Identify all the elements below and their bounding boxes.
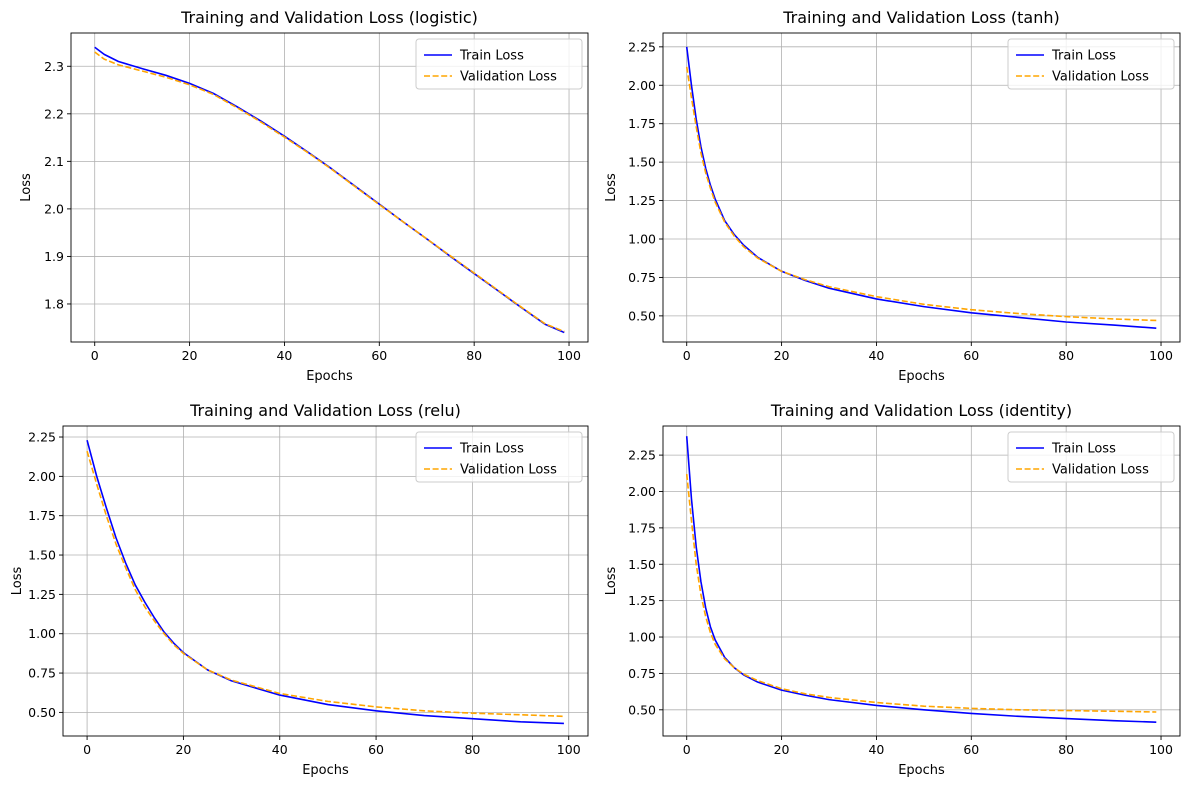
subplot-1: 0 20 40 60 80 100 1.8 1.9 2.0 2.1 2.2 2.3 Training a…: [19, 8, 589, 384]
x-axis-label: Epochs: [306, 369, 353, 384]
y-tick-label: 1.00: [28, 626, 56, 641]
subplot-2: 0 20 40 60 80 100 0.50 0.75 1.00 1.25 1.50 1.75 2.00…: [604, 8, 1181, 384]
legend-train-label: Train Loss: [459, 49, 524, 64]
x-tick-label: 0: [683, 742, 691, 757]
legend: Train Loss Validation Loss: [1007, 38, 1175, 90]
legend-validation-label: Validation Loss: [1052, 463, 1149, 478]
y-tick-label: 1.50: [628, 155, 656, 170]
axes-frame: [70, 32, 589, 343]
x-tick-label: 20: [774, 742, 790, 757]
legend-box: [415, 38, 583, 90]
axes-frame: [62, 425, 589, 737]
y-tick-label: 0.50: [628, 702, 656, 717]
chart-title: Training and Validation Loss (identity): [770, 401, 1072, 420]
y-axis-label: Loss: [604, 173, 619, 202]
validation-loss-line: [94, 51, 565, 333]
train-loss-line: [86, 439, 564, 725]
x-axis-label: Epochs: [898, 763, 945, 778]
y-tick-label: 1.25: [628, 193, 656, 208]
x-tick-label: 40: [868, 742, 884, 757]
y-axis-label: Loss: [604, 567, 619, 596]
x-tick-label: 80: [1058, 742, 1074, 757]
chart-title: Training and Validation Loss (logistic): [180, 8, 478, 27]
subplot-3: 0 20 40 60 80 100 0.50 0.75 1.00 1.25 1.50 1.75 2.00…: [10, 401, 589, 778]
x-tick-label: 0: [91, 348, 99, 363]
x-tick-label: 80: [1058, 348, 1074, 363]
legend-train-label: Train Loss: [1051, 442, 1116, 457]
y-tick-label: 2.2: [44, 106, 64, 121]
chart-title: Training and Validation Loss (tanh): [782, 8, 1060, 27]
legend-validation-label: Validation Loss: [460, 70, 557, 85]
y-tick-label: 2.0: [44, 201, 64, 216]
x-tick-label: 60: [371, 348, 387, 363]
x-tick-label: 40: [272, 742, 288, 757]
y-tick-label: 1.75: [628, 520, 656, 535]
x-tick-label: 20: [774, 348, 790, 363]
y-axis-label: Loss: [10, 567, 25, 596]
y-tick-label: 0.50: [28, 705, 56, 720]
x-tick-label: 40: [276, 348, 292, 363]
legend-train-label: Train Loss: [1051, 49, 1116, 64]
subplot-4: 0 20 40 60 80 100 0.50 0.75 1.00 1.25 1.50 1.75 2.00…: [604, 401, 1181, 778]
axes-frame: [662, 32, 1181, 343]
y-tick-label: 1.8: [44, 296, 64, 311]
x-tick-label: 80: [466, 348, 482, 363]
x-tick-label: 100: [557, 742, 581, 757]
legend-validation-label: Validation Loss: [1052, 70, 1149, 85]
x-axis-label: Epochs: [898, 369, 945, 384]
axes-frame: [662, 425, 1181, 737]
y-tick-label: 2.25: [628, 39, 656, 54]
y-tick-label: 0.75: [628, 666, 656, 681]
x-tick-label: 40: [868, 348, 884, 363]
validation-loss-line: [685, 473, 1157, 713]
y-tick-label: 2.00: [28, 469, 56, 484]
y-tick-label: 2.00: [628, 78, 656, 93]
x-tick-label: 0: [683, 348, 691, 363]
y-axis-label: Loss: [19, 173, 34, 202]
legend-box: [415, 431, 583, 483]
legend-validation-label: Validation Loss: [460, 463, 557, 478]
y-tick-label: 1.75: [628, 116, 656, 131]
y-tick-label: 1.50: [628, 557, 656, 572]
y-tick-label: 0.75: [628, 270, 656, 285]
train-loss-line: [685, 436, 1157, 723]
y-tick-label: 2.25: [28, 430, 56, 445]
x-tick-label: 100: [557, 348, 581, 363]
y-tick-label: 1.50: [28, 548, 56, 563]
validation-loss-line: [86, 450, 564, 718]
chart-title: Training and Validation Loss (relu): [189, 401, 461, 420]
x-tick-label: 60: [368, 742, 384, 757]
x-tick-label: 20: [175, 742, 191, 757]
legend: Train Loss Validation Loss: [415, 431, 583, 483]
y-tick-label: 2.25: [628, 448, 656, 463]
x-tick-label: 60: [963, 348, 979, 363]
y-tick-label: 1.25: [28, 587, 56, 602]
legend: Train Loss Validation Loss: [415, 38, 583, 90]
y-tick-label: 1.75: [28, 508, 56, 523]
y-tick-label: 0.75: [28, 666, 56, 681]
x-tick-label: 60: [963, 742, 979, 757]
validation-loss-line: [685, 66, 1157, 322]
y-tick-label: 1.00: [628, 232, 656, 247]
y-tick-label: 1.25: [628, 593, 656, 608]
x-tick-label: 100: [1149, 742, 1173, 757]
train-loss-line: [94, 46, 565, 334]
x-tick-label: 20: [182, 348, 198, 363]
y-tick-label: 2.00: [628, 484, 656, 499]
legend-train-label: Train Loss: [459, 442, 524, 457]
legend: Train Loss Validation Loss: [1007, 431, 1175, 483]
x-axis-label: Epochs: [302, 763, 349, 778]
y-tick-label: 0.50: [628, 308, 656, 323]
x-tick-label: 100: [1149, 348, 1173, 363]
legend-box: [1007, 38, 1175, 90]
y-tick-label: 2.3: [44, 59, 64, 74]
y-tick-label: 2.1: [44, 154, 64, 169]
legend-box: [1007, 431, 1175, 483]
y-tick-label: 1.9: [44, 249, 64, 264]
x-tick-label: 80: [464, 742, 480, 757]
y-tick-label: 1.00: [628, 630, 656, 645]
x-tick-label: 0: [83, 742, 91, 757]
